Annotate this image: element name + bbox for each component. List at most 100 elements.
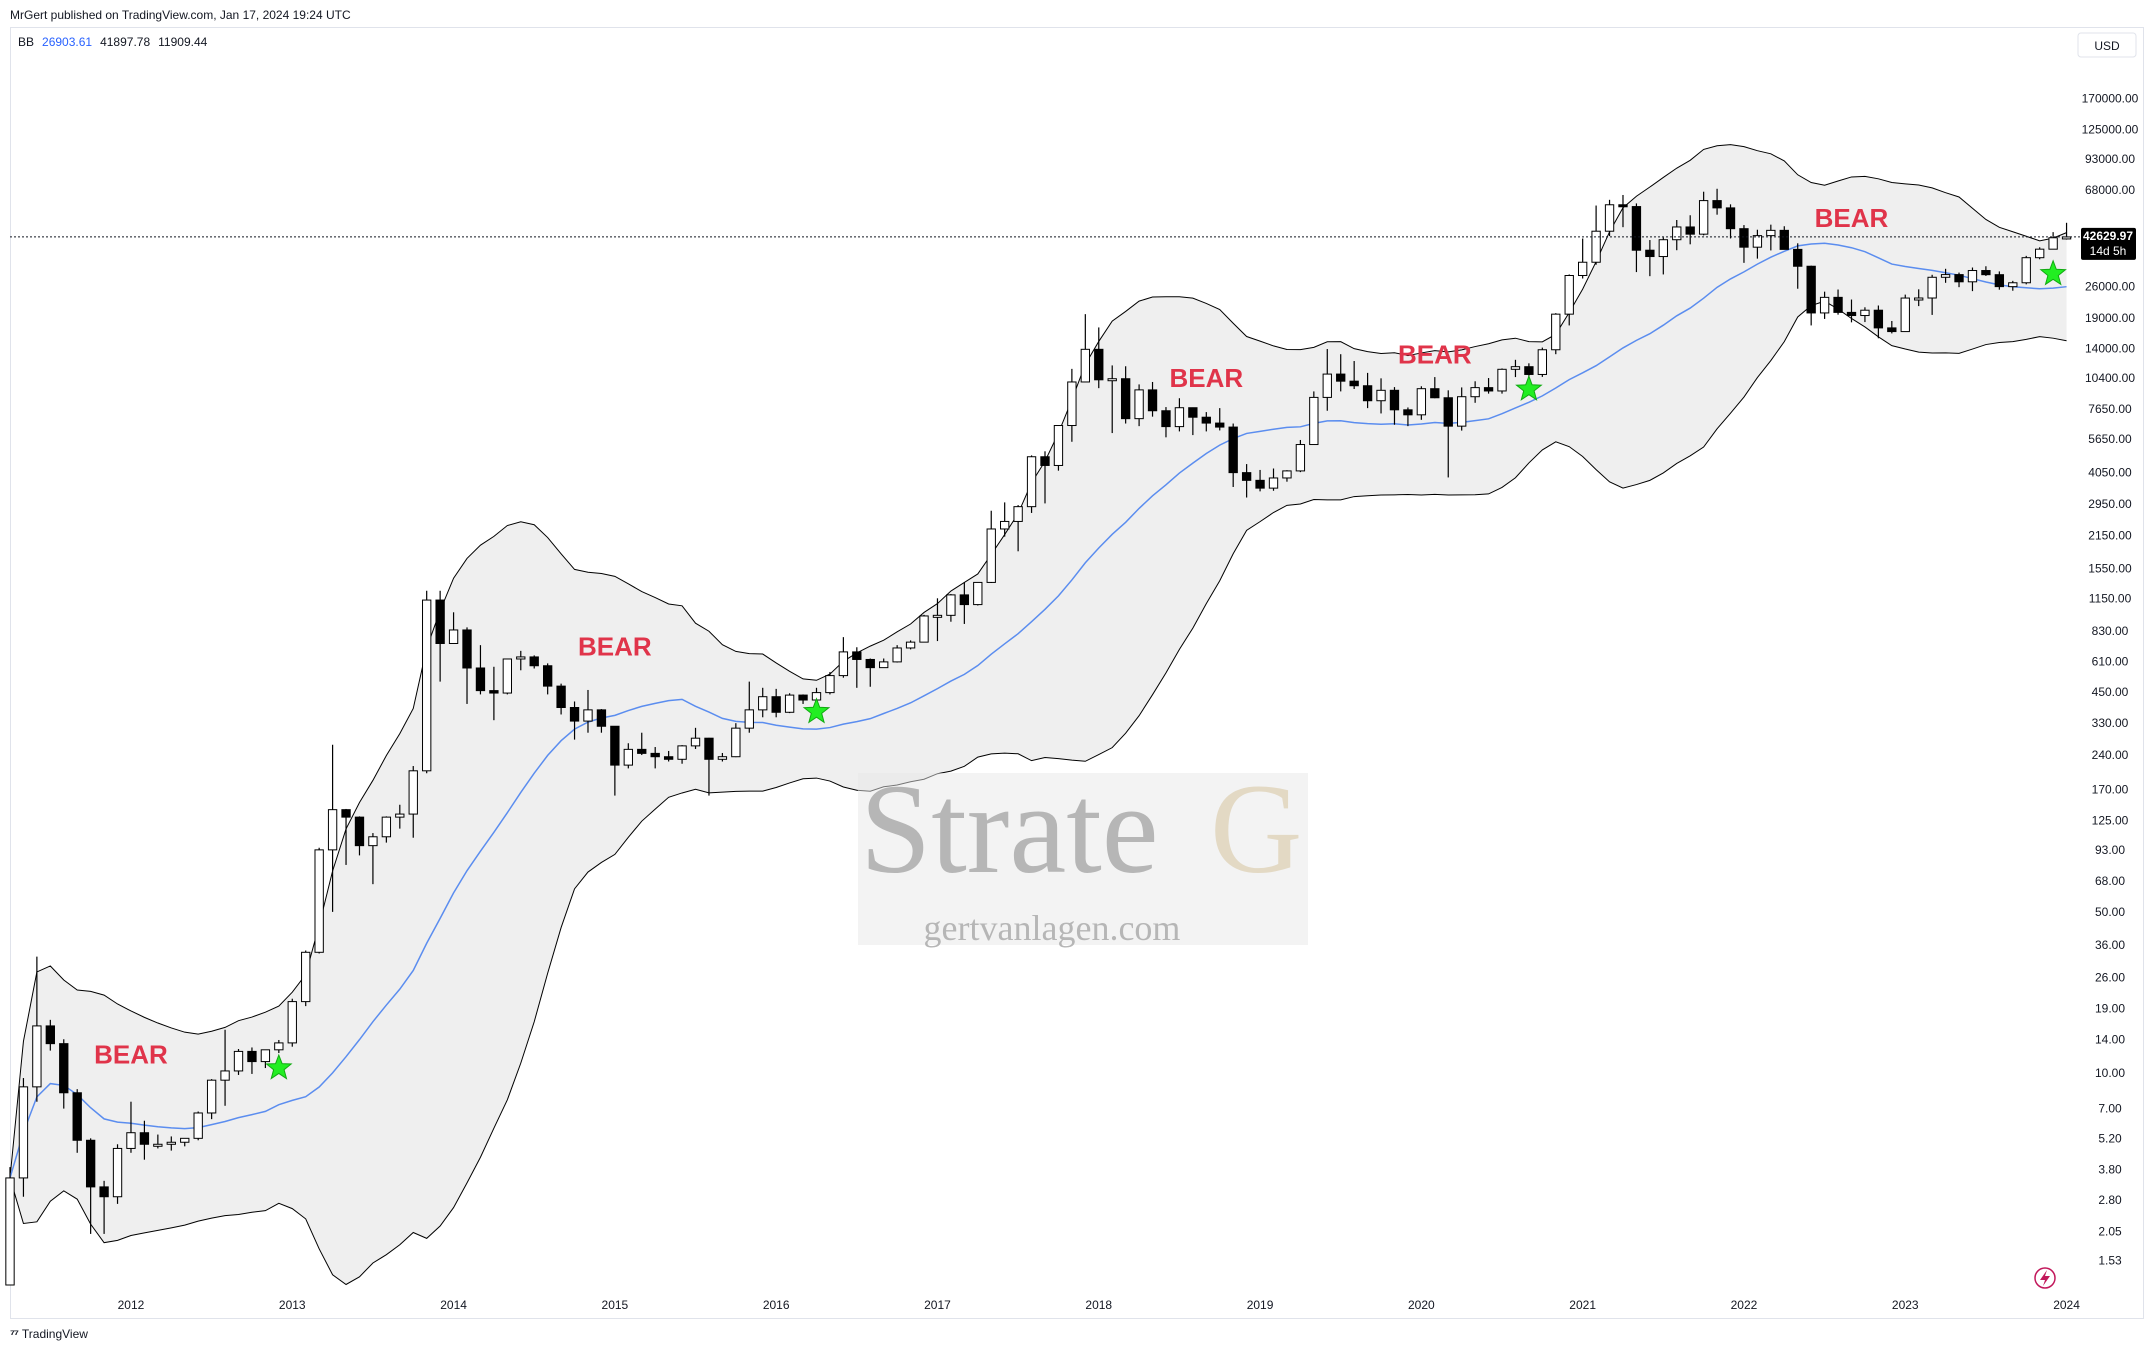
watermark: Strate G gertvanlagen.com — [858, 758, 1308, 948]
candle — [959, 582, 970, 624]
candle-body — [1672, 226, 1682, 241]
candle — [112, 1144, 123, 1204]
candle — [85, 1138, 96, 1234]
candle — [153, 1134, 163, 1149]
candle — [1806, 265, 1816, 326]
candle — [32, 956, 42, 1102]
candle — [1255, 469, 1265, 492]
candle — [1914, 289, 1924, 307]
candle — [260, 1049, 271, 1069]
candle — [1120, 366, 1131, 424]
candle-body — [1551, 313, 1561, 351]
candle — [5, 1167, 15, 1286]
candle — [1779, 226, 1789, 250]
annotations: BEAR BEAR BEAR BEAR BEAR — [94, 203, 1888, 1069]
candle-body — [1026, 456, 1037, 508]
candle — [247, 1047, 257, 1074]
candle-body — [744, 709, 754, 729]
candle-body — [1793, 248, 1803, 267]
indicator-legend[interactable]: BB 26903.61 41897.78 11909.44 — [18, 35, 215, 49]
y-tick-label: 240.00 — [2092, 748, 2129, 762]
candle — [314, 847, 324, 954]
y-tick-label: 26.00 — [2095, 970, 2125, 984]
candle — [1174, 398, 1185, 432]
candle — [2048, 232, 2058, 250]
candle-body — [879, 661, 889, 669]
candle — [932, 598, 943, 642]
candle — [905, 640, 916, 650]
candle-body — [112, 1147, 123, 1198]
lightning-icon[interactable] — [2034, 1267, 2056, 1289]
candle-body — [516, 656, 526, 660]
candle-body — [59, 1043, 69, 1094]
candle-body — [1537, 349, 1548, 375]
candle — [542, 663, 553, 695]
candle-body — [1954, 274, 1964, 283]
candle-body — [1430, 388, 1440, 399]
candle — [408, 766, 418, 838]
candle-body — [1806, 265, 1816, 314]
y-tick-label: 68.00 — [2095, 874, 2125, 888]
candle-body — [1403, 409, 1413, 416]
candle — [1147, 381, 1158, 417]
y-tick-label: 14.00 — [2095, 1032, 2125, 1046]
candle-body — [1967, 270, 1978, 283]
band-upper-line — [9, 144, 2067, 1178]
candle — [1927, 274, 1937, 315]
candle-body — [1833, 296, 1843, 313]
candle — [879, 658, 889, 669]
candle-body — [892, 647, 902, 663]
candle — [287, 998, 297, 1047]
y-tick-label: 125000.00 — [2082, 122, 2139, 136]
candle-body — [1215, 422, 1225, 428]
candle-body — [1268, 477, 1279, 489]
candle — [2008, 280, 2018, 291]
currency-button[interactable] — [2077, 32, 2137, 58]
candle-body — [1120, 378, 1131, 420]
tradingview-logo-icon: ⁷⁷ — [10, 1327, 19, 1341]
y-tick-label: 1.53 — [2098, 1254, 2122, 1268]
candle — [610, 725, 620, 796]
candle — [1994, 271, 2005, 290]
candle — [1215, 408, 1225, 431]
x-tick-label: 2022 — [1731, 1298, 1758, 1312]
candle-body — [1766, 229, 1776, 237]
candle-body — [1712, 200, 1722, 209]
candle-body — [1295, 444, 1306, 472]
footer-branding[interactable]: ⁷⁷ TradingView — [10, 1327, 88, 1341]
bear-label: BEAR — [578, 631, 652, 661]
y-tick-label: 330.00 — [2092, 716, 2129, 730]
candle-body — [1927, 276, 1937, 299]
candle — [1887, 320, 1897, 334]
chart-pane[interactable] — [10, 27, 2144, 1319]
legend-basis-value: 26903.61 — [42, 35, 93, 49]
y-tick-label: 2150.00 — [2088, 529, 2132, 543]
candle-body — [1658, 239, 1668, 258]
candle — [341, 808, 351, 865]
candle — [690, 727, 701, 749]
candle-body — [690, 737, 701, 747]
candle — [126, 1101, 136, 1153]
candle — [650, 747, 660, 769]
candle — [1053, 425, 1064, 471]
candle — [825, 672, 835, 695]
candle-body — [1094, 348, 1104, 381]
candle — [1322, 349, 1332, 411]
candle-body — [717, 756, 728, 760]
candle-body — [32, 1025, 42, 1088]
candle-body — [1645, 249, 1655, 258]
candle-body — [583, 709, 593, 722]
candle — [395, 804, 405, 829]
candle — [1094, 327, 1104, 389]
candle-body — [825, 675, 835, 694]
candle — [986, 510, 996, 584]
candle — [1766, 224, 1776, 251]
candle-body — [1846, 311, 1857, 317]
candle — [180, 1137, 190, 1147]
candle-body — [502, 658, 513, 694]
candle-body — [139, 1132, 150, 1145]
candle-body — [946, 594, 956, 616]
candle-body — [1228, 426, 1238, 474]
candle — [448, 612, 459, 644]
